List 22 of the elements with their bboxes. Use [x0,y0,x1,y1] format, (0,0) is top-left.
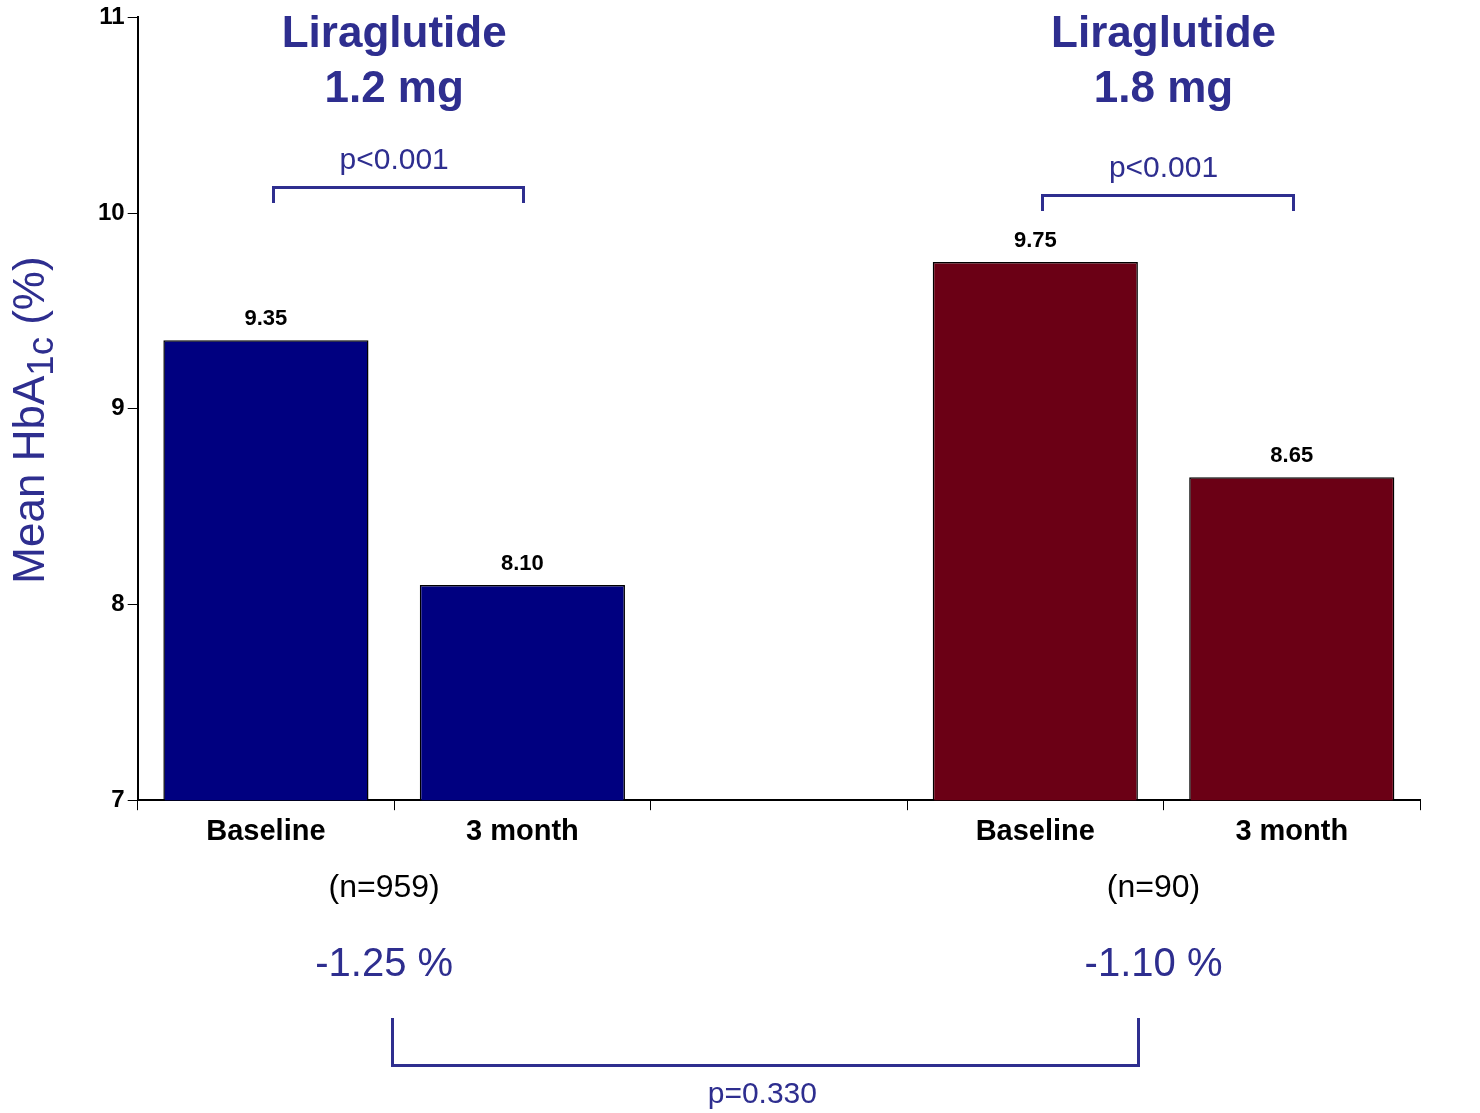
y-tick-label: 10 [97,197,125,225]
data-label: 9.35 [244,305,288,331]
x-tick-label: Baseline [206,813,326,846]
data-label: 8.10 [500,549,544,575]
x-tick-label: 3 month [1235,813,1349,846]
annotation: Liraglutide 1.2 mg [280,6,508,113]
annotation: Liraglutide 1.8 mg [1050,6,1277,113]
y-tick-label: 9 [111,393,125,421]
text: (n=959) [328,868,440,906]
x-tick-label: Baseline [975,813,1095,846]
annotation: p<0.001 [339,142,449,176]
data-label: 8.65 [1270,442,1314,468]
y-tick-label: 7 [111,784,125,812]
text: (n=90) [1106,868,1201,906]
data-label: 9.75 [1013,227,1057,253]
annotation: p<0.001 [1108,150,1219,184]
y-tick-label: 8 [111,589,125,617]
text: p=0.330 [707,1076,817,1111]
y-tick-label: 11 [99,2,125,30]
text: -1.25 % [315,940,454,986]
text: -1.10 % [1084,940,1223,986]
x-tick-label: 3 month [466,813,579,846]
